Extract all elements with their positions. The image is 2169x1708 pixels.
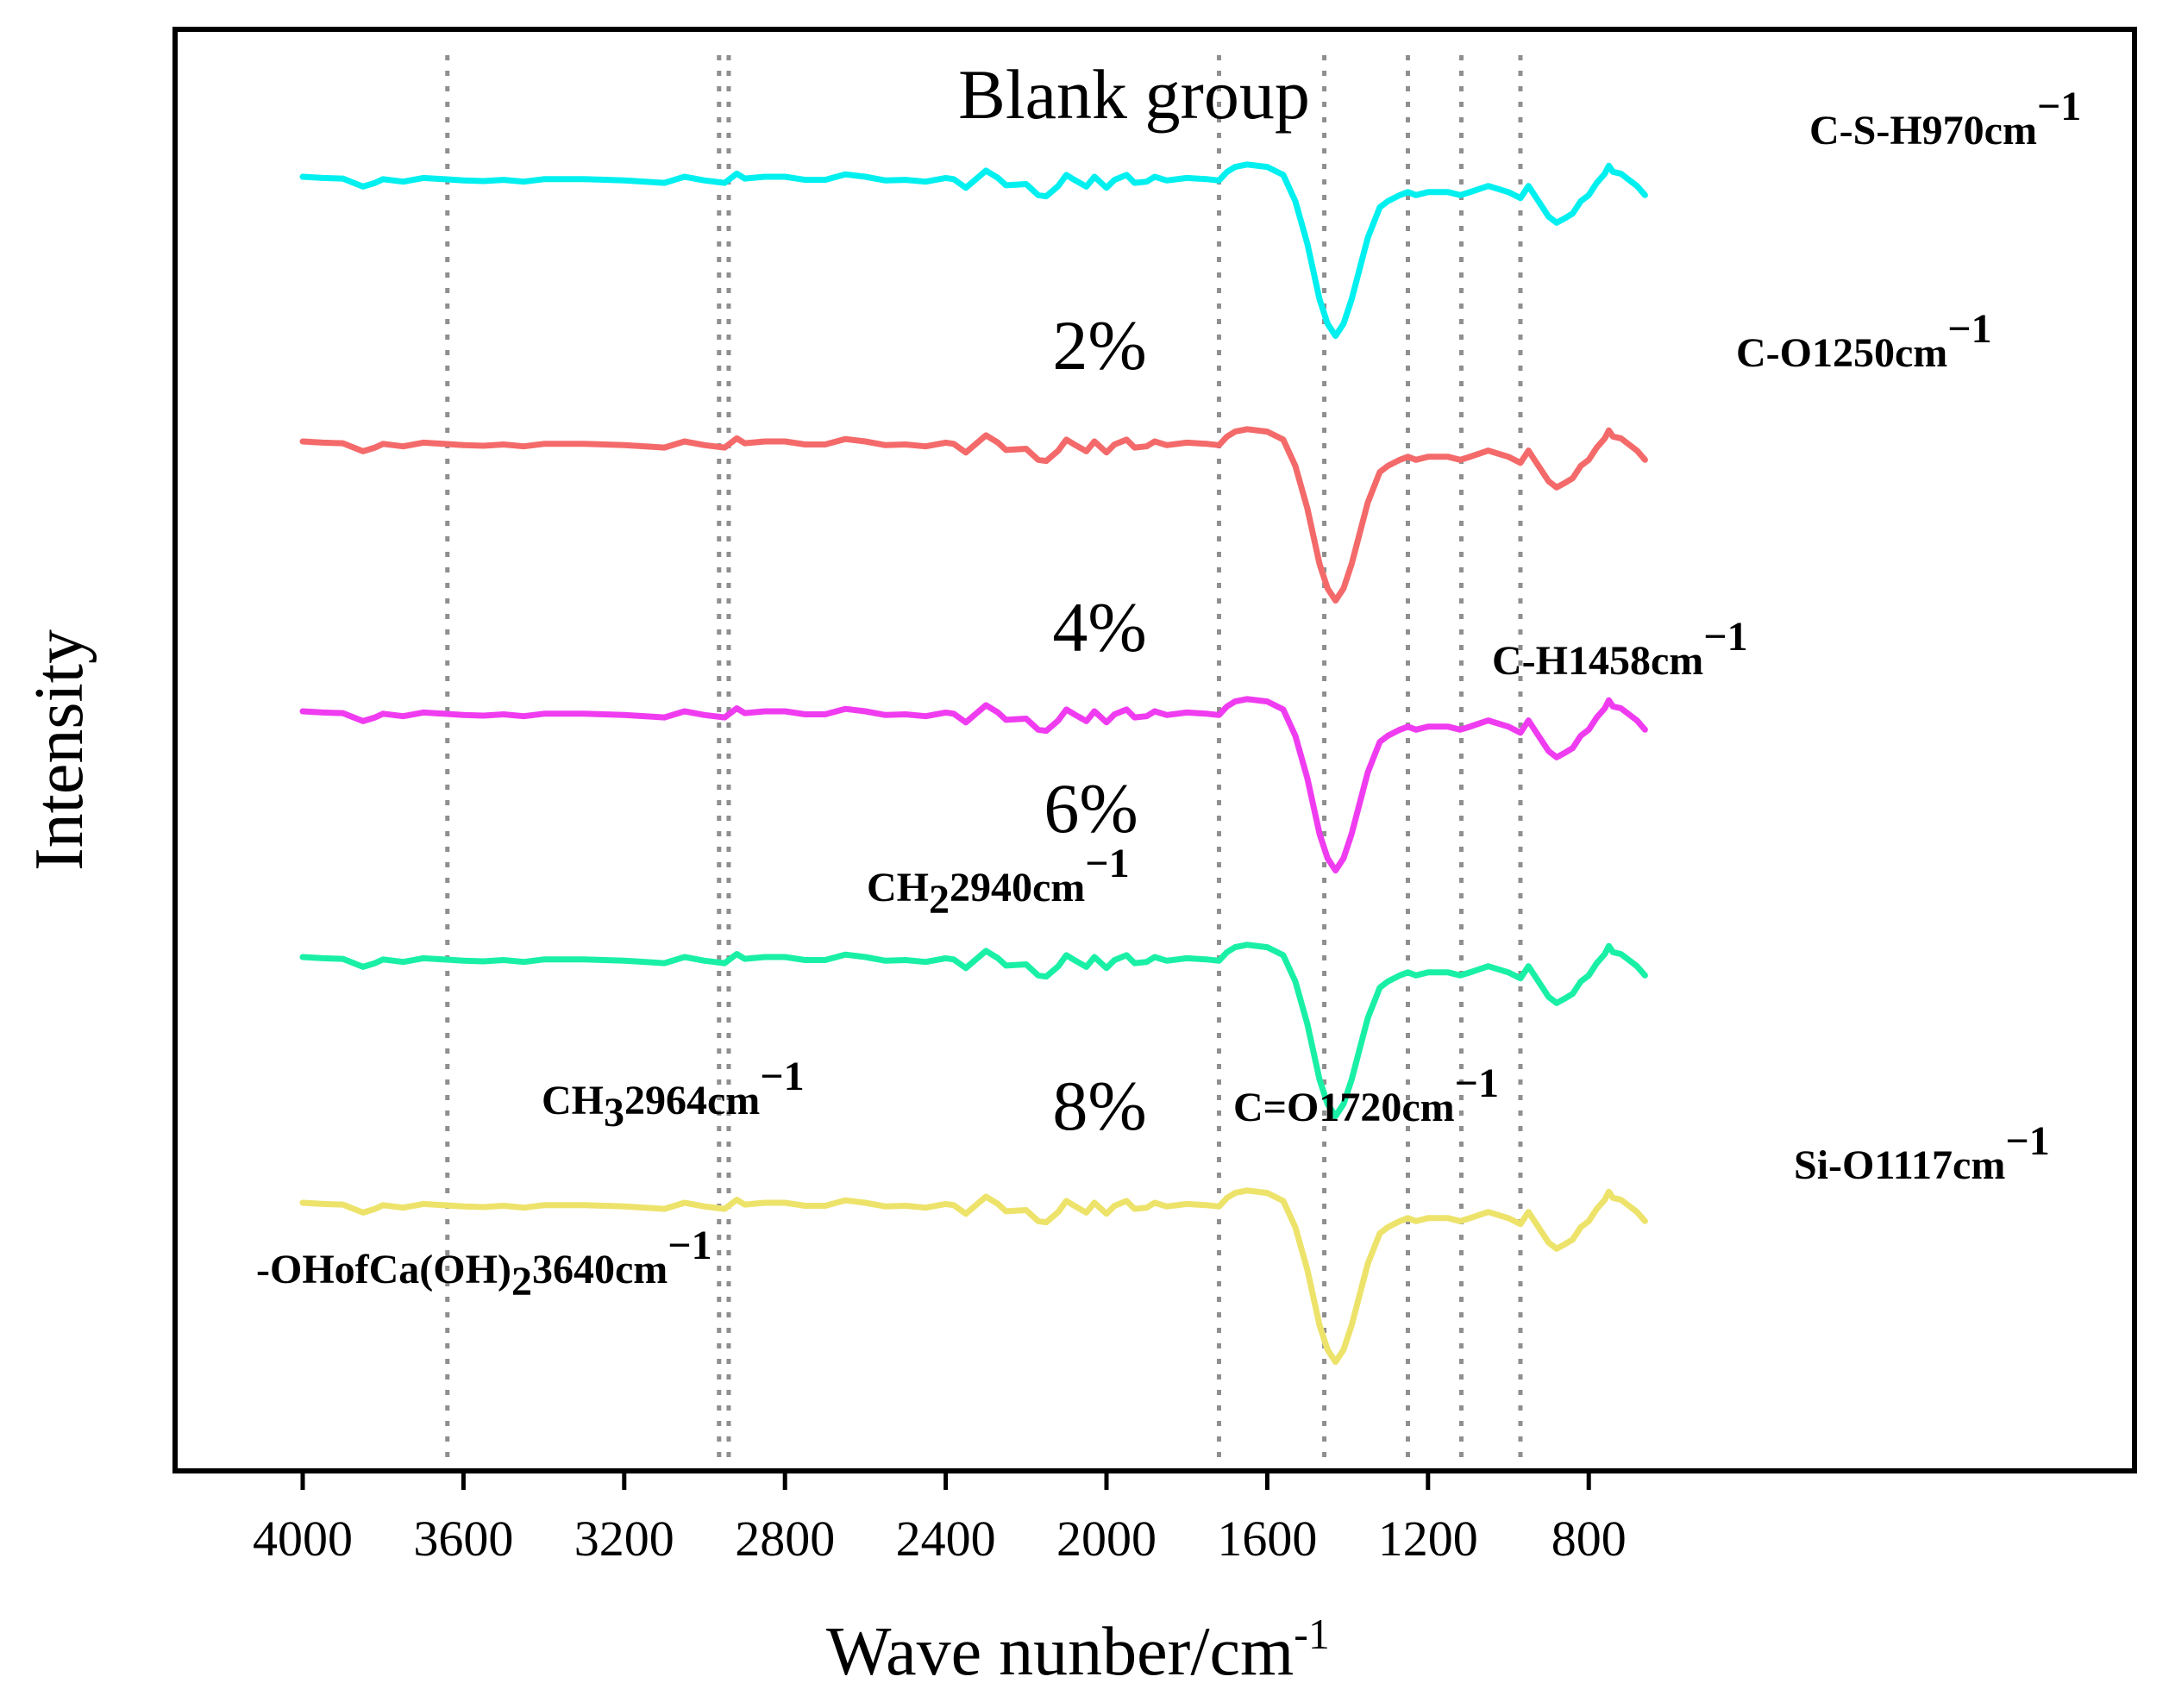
peak-annotation: CH32964cm−1 (542, 1054, 805, 1136)
x-axis-title: Wave nunber/cm-1 (826, 1610, 1330, 1690)
series-label: 2% (1052, 306, 1146, 385)
series-line (299, 1187, 1648, 1366)
x-tick-label: 1600 (1217, 1511, 1317, 1567)
x-tick-label: 2800 (735, 1511, 835, 1567)
reference-lines (445, 55, 1523, 1466)
x-tick-label: 2000 (1056, 1511, 1157, 1567)
y-axis-title: Intensity (22, 629, 97, 871)
plot-frame (172, 27, 2137, 1473)
series-line (299, 161, 1648, 340)
x-tick-label: 2400 (896, 1511, 996, 1567)
x-tick-label: 4000 (253, 1511, 353, 1567)
peak-annotation: CH22940cm−1 (867, 841, 1130, 923)
series-lines (299, 161, 1648, 1366)
series-label: 4% (1052, 588, 1146, 666)
series-line (299, 942, 1648, 1120)
series-label: Blank group (958, 55, 1310, 134)
x-tick-label: 3600 (413, 1511, 513, 1567)
peak-annotation: C-H1458cm−1 (1492, 614, 1748, 684)
peak-annotations: C-S-H970cm−1 C-O1250cm−1 C-H1458cm−1 CH2294… (256, 84, 2081, 1304)
peak-annotation: C-S-H970cm−1 (1809, 84, 2081, 153)
series-line (299, 426, 1648, 604)
x-tick-label: 3200 (574, 1511, 674, 1567)
peak-annotation: -OHofCa(OH)23640cm−1 (256, 1223, 712, 1304)
peak-annotation: C-O1250cm−1 (1736, 306, 1992, 376)
peak-annotation: Si-O1117cm−1 (1794, 1118, 2050, 1188)
x-tick-label: 800 (1552, 1511, 1627, 1567)
series-labels: Blank group 2% 4% 6% 8% (958, 55, 1310, 1145)
x-axis-tick-labels: 4000 3600 3200 2800 2400 2000 1600 1200 800 (253, 1511, 1627, 1567)
x-tick-label: 1200 (1378, 1511, 1478, 1567)
series-label: 6% (1044, 769, 1138, 848)
peak-annotation: C=O1720cm−1 (1233, 1060, 1499, 1130)
x-axis-ticks (300, 1471, 1591, 1490)
series-label: 8% (1052, 1067, 1146, 1145)
series-line (299, 696, 1648, 874)
